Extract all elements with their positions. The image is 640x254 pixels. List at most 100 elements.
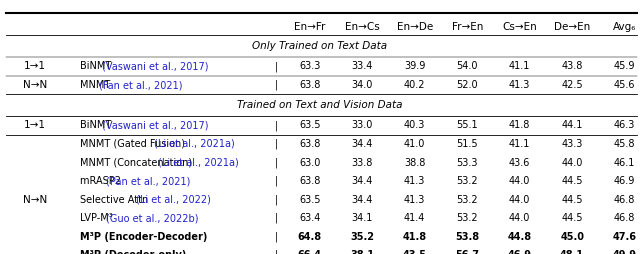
Text: 53.2: 53.2 xyxy=(456,213,478,223)
Text: 45.6: 45.6 xyxy=(614,80,636,90)
Text: 63.4: 63.4 xyxy=(299,213,321,223)
Text: 45.8: 45.8 xyxy=(614,139,636,149)
Text: En→De: En→De xyxy=(397,22,433,32)
Text: 53.3: 53.3 xyxy=(456,157,478,168)
Text: 34.4: 34.4 xyxy=(351,176,373,186)
Text: |: | xyxy=(275,139,278,149)
Text: 41.3: 41.3 xyxy=(404,195,426,205)
Text: |: | xyxy=(275,250,278,254)
Text: 63.0: 63.0 xyxy=(299,157,321,168)
Text: Avg₆: Avg₆ xyxy=(613,22,636,32)
Text: |: | xyxy=(275,61,278,72)
Text: En→Cs: En→Cs xyxy=(345,22,380,32)
Text: De→En: De→En xyxy=(554,22,590,32)
Text: MNMT: MNMT xyxy=(80,80,113,90)
Text: 46.8: 46.8 xyxy=(614,213,636,223)
Text: 41.8: 41.8 xyxy=(509,120,531,131)
Text: 44.0: 44.0 xyxy=(509,195,531,205)
Text: En→Fr: En→Fr xyxy=(294,22,326,32)
Text: 45.0: 45.0 xyxy=(560,232,584,242)
Text: 41.3: 41.3 xyxy=(509,80,531,90)
Text: 44.0: 44.0 xyxy=(561,157,583,168)
Text: 44.5: 44.5 xyxy=(561,176,583,186)
Text: Cs→En: Cs→En xyxy=(502,22,537,32)
Text: (Li et al., 2021a): (Li et al., 2021a) xyxy=(158,157,239,168)
Text: 63.5: 63.5 xyxy=(299,120,321,131)
Text: |: | xyxy=(275,194,278,205)
Text: 45.9: 45.9 xyxy=(614,61,636,71)
Text: 43.8: 43.8 xyxy=(561,61,583,71)
Text: (Vaswani et al., 2017): (Vaswani et al., 2017) xyxy=(102,61,209,71)
Text: |: | xyxy=(275,157,278,168)
Text: 64.8: 64.8 xyxy=(298,232,322,242)
Text: 43.3: 43.3 xyxy=(561,139,583,149)
Text: 41.3: 41.3 xyxy=(404,176,426,186)
Text: 41.1: 41.1 xyxy=(509,139,531,149)
Text: Selective Attn: Selective Attn xyxy=(80,195,152,205)
Text: 47.6: 47.6 xyxy=(612,232,637,242)
Text: 63.8: 63.8 xyxy=(299,80,321,90)
Text: 44.8: 44.8 xyxy=(508,232,532,242)
Text: 46.3: 46.3 xyxy=(614,120,636,131)
Text: MNMT (Concatenation): MNMT (Concatenation) xyxy=(80,157,195,168)
Text: (Guo et al., 2022b): (Guo et al., 2022b) xyxy=(106,213,198,223)
Text: 53.8: 53.8 xyxy=(455,232,479,242)
Text: 44.1: 44.1 xyxy=(561,120,583,131)
Text: 34.4: 34.4 xyxy=(351,139,373,149)
Text: 63.8: 63.8 xyxy=(299,139,321,149)
Text: 1→1: 1→1 xyxy=(24,61,46,71)
Text: 56.7: 56.7 xyxy=(455,250,479,254)
Text: 41.0: 41.0 xyxy=(404,139,426,149)
Text: (Vaswani et al., 2017): (Vaswani et al., 2017) xyxy=(102,120,209,131)
Text: 34.4: 34.4 xyxy=(351,195,373,205)
Text: LVP-M³: LVP-M³ xyxy=(80,213,116,223)
Text: Trained on Text and Vision Data: Trained on Text and Vision Data xyxy=(237,100,403,110)
Text: (Li et al., 2022): (Li et al., 2022) xyxy=(136,195,211,205)
Text: M³P (Encoder-Decoder): M³P (Encoder-Decoder) xyxy=(80,232,207,242)
Text: 52.0: 52.0 xyxy=(456,80,478,90)
Text: N→N: N→N xyxy=(23,195,47,205)
Text: 53.2: 53.2 xyxy=(456,176,478,186)
Text: 53.2: 53.2 xyxy=(456,195,478,205)
Text: 46.1: 46.1 xyxy=(614,157,636,168)
Text: (Li et al., 2021a): (Li et al., 2021a) xyxy=(154,139,235,149)
Text: 43.6: 43.6 xyxy=(509,157,531,168)
Text: 40.2: 40.2 xyxy=(404,80,426,90)
Text: 63.3: 63.3 xyxy=(299,61,321,71)
Text: 38.8: 38.8 xyxy=(404,157,426,168)
Text: 33.0: 33.0 xyxy=(351,120,373,131)
Text: BiNMT: BiNMT xyxy=(80,61,115,71)
Text: Fr→En: Fr→En xyxy=(451,22,483,32)
Text: 43.5: 43.5 xyxy=(403,250,427,254)
Text: 1→1: 1→1 xyxy=(24,120,46,131)
Text: MNMT (Gated Fusion): MNMT (Gated Fusion) xyxy=(80,139,188,149)
Text: M³P (Decoder-only): M³P (Decoder-only) xyxy=(80,250,186,254)
Text: 54.0: 54.0 xyxy=(456,61,478,71)
Text: N→N: N→N xyxy=(23,80,47,90)
Text: 41.8: 41.8 xyxy=(403,232,427,242)
Text: 44.0: 44.0 xyxy=(509,176,531,186)
Text: 63.5: 63.5 xyxy=(299,195,321,205)
Text: 40.3: 40.3 xyxy=(404,120,426,131)
Text: (Fan et al., 2021): (Fan et al., 2021) xyxy=(99,80,182,90)
Text: 46.8: 46.8 xyxy=(614,195,636,205)
Text: 44.5: 44.5 xyxy=(561,213,583,223)
Text: 63.8: 63.8 xyxy=(299,176,321,186)
Text: |: | xyxy=(275,120,278,131)
Text: 41.1: 41.1 xyxy=(509,61,531,71)
Text: 49.9: 49.9 xyxy=(612,250,637,254)
Text: 44.5: 44.5 xyxy=(561,195,583,205)
Text: |: | xyxy=(275,176,278,186)
Text: 46.9: 46.9 xyxy=(614,176,636,186)
Text: Only Trained on Text Data: Only Trained on Text Data xyxy=(252,41,388,52)
Text: 33.8: 33.8 xyxy=(351,157,373,168)
Text: |: | xyxy=(275,213,278,224)
Text: BiNMT: BiNMT xyxy=(80,120,115,131)
Text: |: | xyxy=(275,80,278,90)
Text: 48.1: 48.1 xyxy=(560,250,584,254)
Text: 34.0: 34.0 xyxy=(351,80,373,90)
Text: |: | xyxy=(275,231,278,242)
Text: 35.2: 35.2 xyxy=(350,232,374,242)
Text: 66.4: 66.4 xyxy=(298,250,322,254)
Text: 41.4: 41.4 xyxy=(404,213,426,223)
